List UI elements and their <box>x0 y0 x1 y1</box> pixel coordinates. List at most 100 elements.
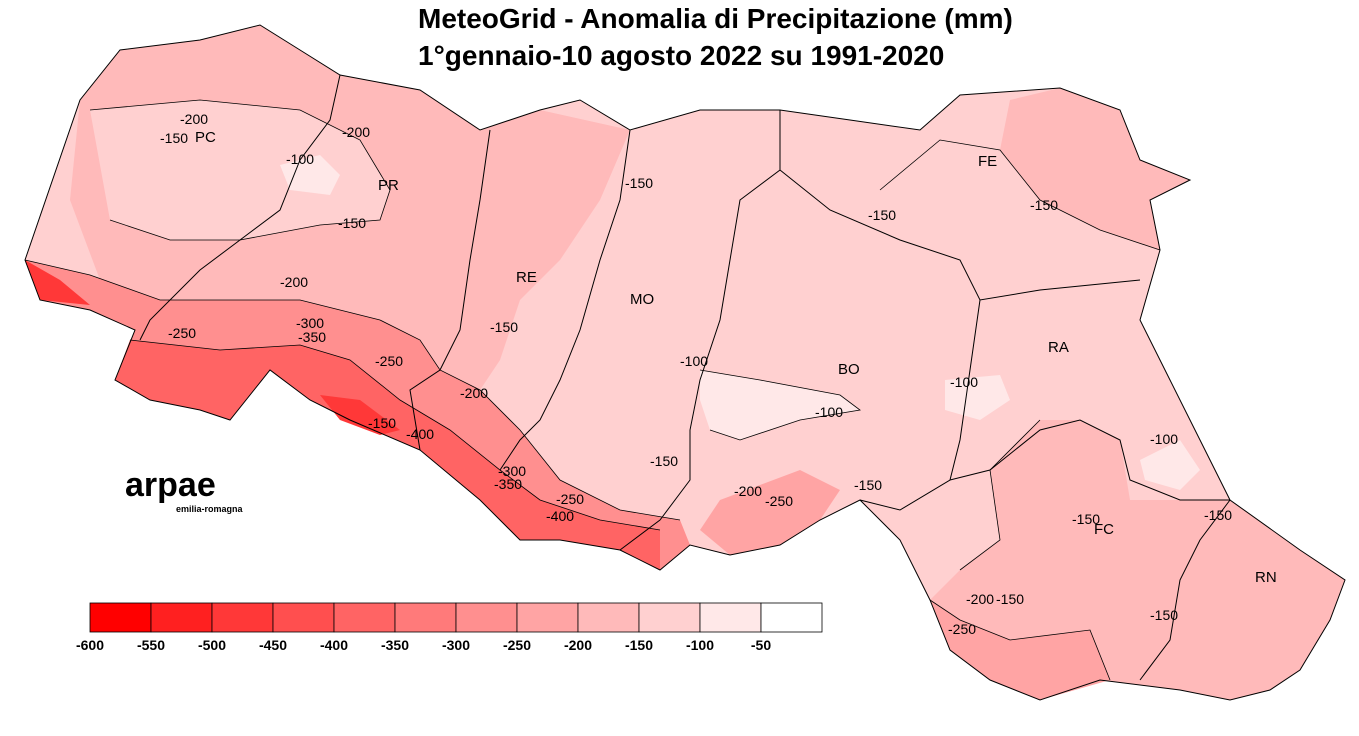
contour-label: -250 <box>375 353 403 369</box>
province-border <box>1139 499 1231 681</box>
contour-label: -100 <box>286 151 314 167</box>
province-border <box>409 129 491 451</box>
province-border <box>139 74 341 341</box>
legend-swatch <box>760 602 823 633</box>
legend-swatch <box>394 602 457 633</box>
zone-350 <box>115 340 660 570</box>
zone-100c <box>945 375 1010 420</box>
contour-label: -150 <box>854 477 882 493</box>
contour-label: -100 <box>950 374 978 390</box>
zone-100b <box>700 370 860 440</box>
zone-100a <box>280 155 340 195</box>
contour-label: -400 <box>546 508 574 524</box>
province-label: PR <box>378 177 399 194</box>
contour-label: -200 <box>734 483 762 499</box>
province-label: RA <box>1048 339 1069 356</box>
legend: -600 -550 -500 -450 -400 -350 -300 -250 -200 -150… <box>76 602 823 653</box>
contour-label: -350 <box>298 329 326 345</box>
province-border <box>499 129 631 471</box>
contour-line <box>24 259 681 521</box>
contour-label: -250 <box>556 491 584 507</box>
contour-line <box>929 599 1111 681</box>
legend-swatch <box>516 602 579 633</box>
legend-tick-label: -300 <box>442 637 470 653</box>
contour-label: -350 <box>494 476 522 492</box>
contour-label: -250 <box>948 621 976 637</box>
contour-label: -250 <box>765 493 793 509</box>
contour-label: -200 <box>180 111 208 127</box>
province-label: MO <box>630 291 654 308</box>
contour-label: -100 <box>680 353 708 369</box>
contour-line <box>129 339 661 531</box>
contour-label: -200 <box>460 385 488 401</box>
contour-label: -150 <box>1072 511 1100 527</box>
contour-label: -150 <box>1030 197 1058 213</box>
province-border <box>859 299 981 511</box>
legend-swatch <box>333 602 396 633</box>
zone-450b <box>25 260 90 305</box>
legend-tick-label: -550 <box>137 637 165 653</box>
title-line: 1°gennaio-10 agosto 2022 su 1991-2020 <box>418 40 944 71</box>
zone-200b <box>930 420 1345 700</box>
legend-swatch <box>638 602 701 633</box>
contours <box>24 99 1161 681</box>
legend-swatch <box>89 602 152 633</box>
legend-swatch <box>272 602 335 633</box>
contour-line <box>879 139 1161 251</box>
zone-150a <box>90 100 390 240</box>
legend-swatch <box>455 602 518 633</box>
contour-label: -100 <box>815 404 843 420</box>
province-border <box>619 110 781 551</box>
contour-label: -200 <box>280 274 308 290</box>
legend-tick-label: -500 <box>198 637 226 653</box>
legend-swatch <box>150 602 213 633</box>
legend-tick-label: -200 <box>564 637 592 653</box>
province-label: PC <box>195 129 216 146</box>
zone-200c <box>1000 88 1190 250</box>
province-label: FC <box>1094 521 1114 538</box>
contour-label: -150 <box>338 215 366 231</box>
contour-label: -150 <box>996 591 1024 607</box>
province-labels: PC PR RE MO BO FE RA FC RN <box>195 129 1277 586</box>
contour-label: -100 <box>1150 431 1178 447</box>
zone-250b <box>930 600 1110 700</box>
contour-label: -150 <box>625 175 653 191</box>
contour-label: -150 <box>490 319 518 335</box>
zone-250c <box>700 470 840 555</box>
zone-100d <box>1140 440 1200 490</box>
map-outline <box>24 24 1346 701</box>
legend-swatch <box>577 602 640 633</box>
contour-label: -200 <box>342 124 370 140</box>
contour-labels: -200-150-100-200-150-200-250-300-350-250… <box>160 111 1232 637</box>
contour-label: -150 <box>160 130 188 146</box>
legend-tick-label: -50 <box>751 637 771 653</box>
legend-tick-label: -100 <box>686 637 714 653</box>
logo-subtitle: emilia-romagna <box>176 504 244 514</box>
contour-label: -300 <box>498 463 526 479</box>
province-label: RN <box>1255 569 1277 586</box>
province-border <box>779 169 1141 301</box>
legend-tick-label: -600 <box>76 637 104 653</box>
legend-tick-label: -150 <box>625 637 653 653</box>
contour-label: -200 <box>966 591 994 607</box>
province-label: BO <box>838 361 860 378</box>
contour-label: -250 <box>168 325 196 341</box>
contour-label: -400 <box>406 426 434 442</box>
province-label: FE <box>978 153 997 170</box>
legend-tick-label: -350 <box>381 637 409 653</box>
region <box>25 25 1345 700</box>
legend-swatch <box>211 602 274 633</box>
boundaries <box>24 24 1346 701</box>
province-border <box>949 419 1230 501</box>
legend-tick-label: -450 <box>259 637 287 653</box>
contour-label: -150 <box>868 207 896 223</box>
contour-line <box>699 369 861 441</box>
contour-label: -300 <box>296 315 324 331</box>
legend-swatch <box>699 602 762 633</box>
contour-label: -150 <box>368 415 396 431</box>
contour-label: -150 <box>1150 607 1178 623</box>
title-line: MeteoGrid - Anomalia di Precipitazione (… <box>418 3 1013 34</box>
contour-line <box>959 419 1041 571</box>
province-label: RE <box>516 269 537 286</box>
